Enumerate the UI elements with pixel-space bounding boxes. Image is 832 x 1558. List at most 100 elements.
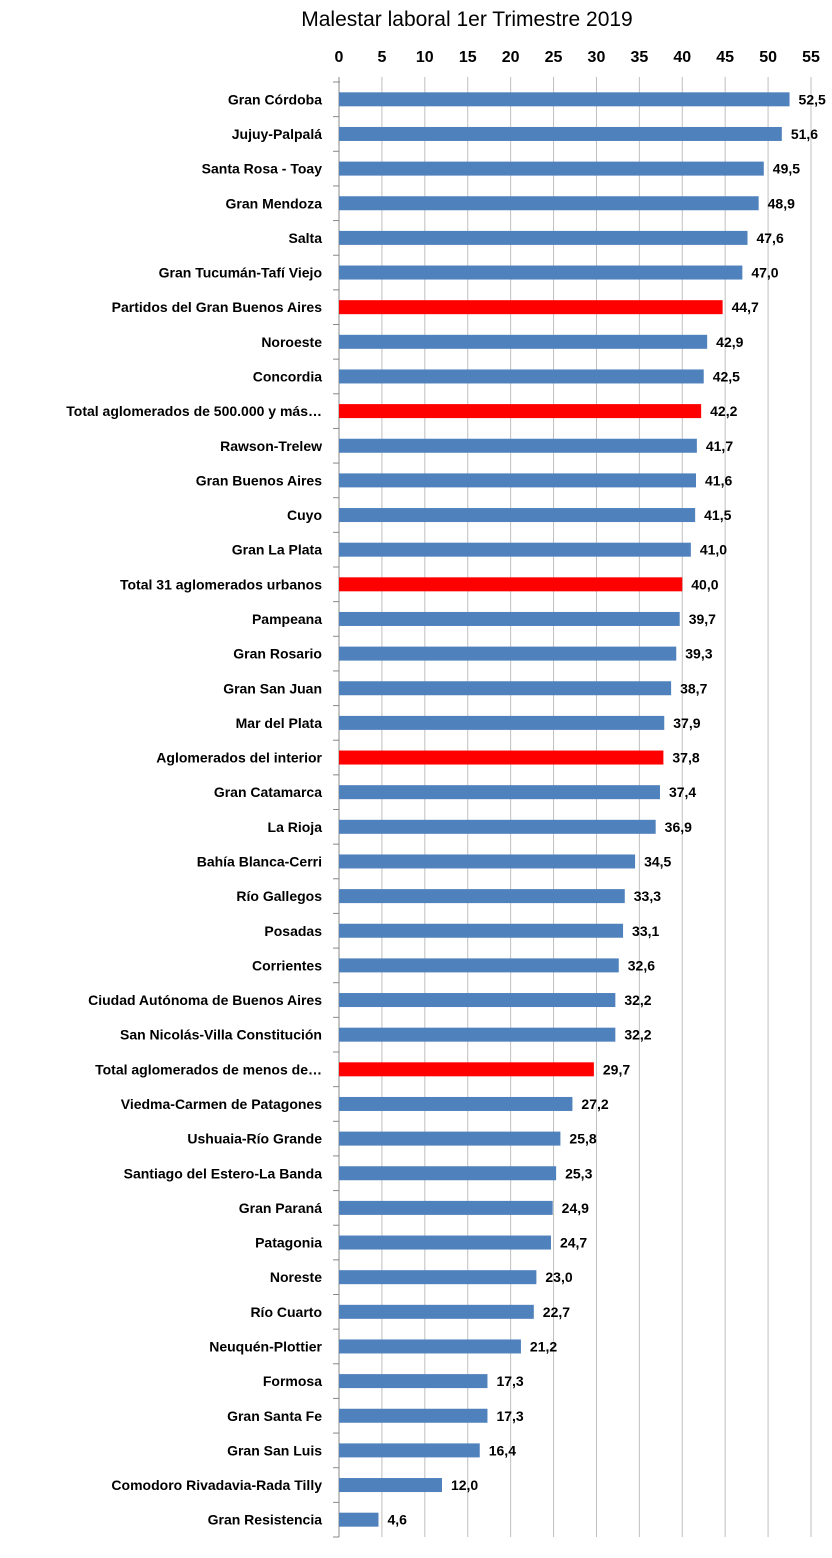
category-label: Cuyo: [287, 507, 322, 523]
bar: [339, 1235, 551, 1250]
bar: [339, 369, 704, 384]
bar: [339, 92, 790, 107]
data-label: 4,6: [387, 1512, 407, 1528]
data-label: 49,5: [773, 161, 800, 177]
category-label: Gran San Juan: [223, 680, 322, 696]
x-tick-label: 40: [673, 49, 691, 66]
data-label: 24,7: [560, 1235, 587, 1251]
bar: [339, 1200, 553, 1215]
x-tick-label: 55: [802, 49, 820, 66]
data-label: 52,5: [799, 91, 826, 107]
bar: [339, 611, 680, 626]
data-label: 48,9: [768, 195, 795, 211]
category-label: La Rioja: [268, 819, 323, 835]
bar: [339, 161, 764, 176]
x-tick-label: 20: [502, 49, 520, 66]
data-label: 39,7: [689, 611, 716, 627]
bar: [339, 404, 702, 419]
data-label: 41,6: [705, 472, 732, 488]
bar: [339, 958, 619, 973]
data-label: 37,4: [669, 784, 696, 800]
data-label: 27,2: [581, 1096, 608, 1112]
bar: [339, 473, 697, 488]
category-label: Gran Santa Fe: [227, 1408, 322, 1424]
category-label: Gran Rosario: [233, 646, 322, 662]
bar: [339, 126, 782, 141]
data-label: 24,9: [562, 1200, 589, 1216]
x-tick-label: 45: [716, 49, 734, 66]
data-label: 42,5: [713, 368, 740, 384]
bar: [339, 1408, 488, 1423]
bar: [339, 1096, 573, 1111]
x-tick-label: 35: [630, 49, 648, 66]
bar: [339, 230, 748, 245]
category-label: Total aglomerados de 500.000 y más…: [66, 403, 322, 419]
bar: [339, 508, 696, 523]
data-label: 17,3: [496, 1408, 523, 1424]
data-label: 51,6: [791, 126, 818, 142]
bar: [339, 1166, 557, 1181]
bar: [339, 785, 660, 800]
bar: [339, 1443, 480, 1458]
category-label: Gran Córdoba: [228, 91, 322, 107]
bar: [339, 1374, 488, 1389]
bar: [339, 889, 625, 904]
category-label: Posadas: [264, 923, 322, 939]
category-label: Gran Mendoza: [226, 195, 323, 211]
bar: [339, 681, 672, 696]
category-label: Río Cuarto: [250, 1304, 322, 1320]
category-label: Gran Paraná: [239, 1200, 322, 1216]
bar: [339, 993, 616, 1008]
category-label: Gran La Plata: [232, 542, 322, 558]
data-label: 17,3: [496, 1373, 523, 1389]
category-label: Bahía Blanca-Cerri: [197, 853, 322, 869]
category-label: Neuquén-Plottier: [209, 1338, 322, 1354]
category-label: Comodoro Rivadavia-Rada Tilly: [111, 1477, 322, 1493]
category-label: Noreste: [270, 1269, 322, 1285]
category-label: Aglomerados del interior: [156, 750, 322, 766]
data-label: 42,9: [716, 334, 743, 350]
category-label: Ciudad Autónoma de Buenos Aires: [88, 992, 322, 1008]
data-label: 47,6: [756, 230, 783, 246]
category-label: Mar del Plata: [236, 715, 323, 731]
data-label: 21,2: [530, 1338, 557, 1354]
bar: [339, 854, 636, 869]
category-label: Salta: [289, 230, 323, 246]
bar: [339, 542, 691, 557]
category-label: Jujuy-Palpalá: [232, 126, 322, 142]
category-label: Formosa: [263, 1373, 322, 1389]
bar: [339, 265, 743, 280]
data-label: 32,6: [628, 957, 655, 973]
x-tick-label: 30: [588, 49, 606, 66]
data-label: 32,2: [624, 992, 651, 1008]
category-label: Total aglomerados de menos de…: [95, 1061, 322, 1077]
data-label: 29,7: [603, 1061, 630, 1077]
category-label: Concordia: [253, 368, 322, 384]
category-label: Corrientes: [252, 957, 322, 973]
category-label: San Nicolás-Villa Constitución: [120, 1027, 322, 1043]
data-label: 44,7: [732, 299, 759, 315]
bar: [339, 715, 665, 730]
data-label: 25,8: [569, 1131, 596, 1147]
data-label: 41,7: [706, 438, 733, 454]
data-label: 37,8: [672, 750, 699, 766]
bar: [339, 1131, 561, 1146]
category-label: Noroeste: [261, 334, 322, 350]
x-tick-label: 25: [545, 49, 563, 66]
data-label: 16,4: [489, 1442, 516, 1458]
category-label: Viedma-Carmen de Patagones: [121, 1096, 322, 1112]
x-tick-label: 50: [759, 49, 777, 66]
data-label: 25,3: [565, 1165, 592, 1181]
bar: [339, 577, 683, 592]
x-tick-label: 15: [459, 49, 477, 66]
category-label: Pampeana: [252, 611, 322, 627]
bar: [339, 1027, 616, 1042]
category-label: Gran San Luis: [227, 1442, 322, 1458]
data-label: 36,9: [665, 819, 692, 835]
bar: [339, 923, 624, 938]
data-label: 41,0: [700, 542, 727, 558]
data-label: 41,5: [704, 507, 731, 523]
bar: [339, 1478, 442, 1493]
bar: [339, 1304, 534, 1319]
